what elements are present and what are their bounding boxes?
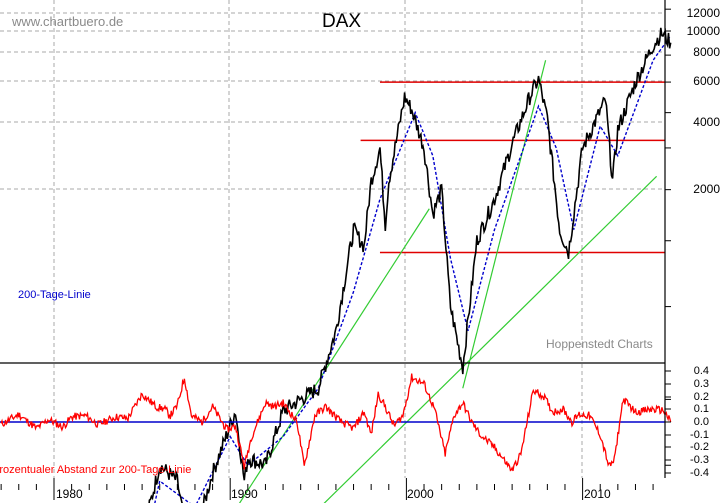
osc-tick-label: 0.4: [693, 365, 709, 377]
osc-tick-label: -0.1: [690, 429, 709, 441]
price-line: [148, 27, 672, 503]
price-tick-label: 6000: [693, 74, 720, 88]
oscillator-legend-label: Prozentualer Abstand zur 200-Tage-Linie: [0, 464, 192, 476]
year-tick-label: 1990: [231, 487, 258, 501]
price-tick-label: 8000: [693, 45, 720, 59]
osc-tick-label: -0.4: [690, 467, 709, 479]
grid-lines: [0, 0, 665, 478]
trend-line: [462, 60, 547, 389]
price-tick-label: 12000: [686, 6, 720, 20]
oscillator-line: [0, 373, 672, 472]
osc-tick-label: 0.3: [693, 378, 709, 390]
year-tick-label: 2000: [407, 487, 434, 501]
chart-title: DAX: [322, 11, 362, 32]
annotation-lines: [238, 60, 665, 503]
osc-tick-label: 0.0: [693, 416, 709, 428]
osc-tick-label: 0.2: [693, 391, 709, 403]
source-label: Hoppenstedt Charts: [546, 337, 653, 351]
watermark: www.chartbuero.de: [12, 14, 124, 29]
price-tick-label: 4000: [693, 115, 720, 129]
price-tick-label: 10000: [686, 24, 720, 38]
osc-tick-label: 0.1: [693, 403, 709, 415]
price-tick-label: 2000: [693, 182, 720, 196]
sma-200-line: [154, 35, 672, 503]
sma-legend-label: 200-Tage-Linie: [18, 289, 91, 301]
trend-line: [323, 175, 658, 503]
osc-tick-label: -0.2: [690, 441, 709, 453]
osc-tick-label: -0.3: [690, 454, 709, 466]
trend-line: [238, 208, 430, 503]
year-tick-label: 2010: [584, 487, 611, 501]
year-tick-label: 1980: [56, 487, 83, 501]
axis-ticks: [0, 8, 671, 500]
